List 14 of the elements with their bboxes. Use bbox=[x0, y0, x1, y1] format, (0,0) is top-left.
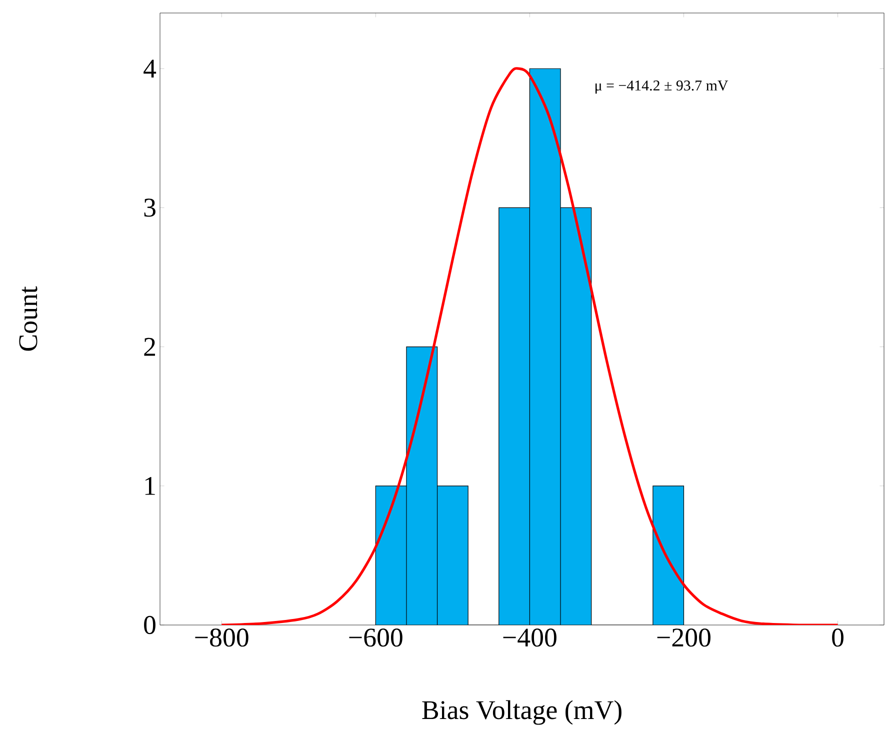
y-tick-label: 2 bbox=[144, 338, 155, 356]
y-axis-title: Count bbox=[19, 286, 38, 351]
y-tick-label: 0 bbox=[144, 616, 156, 634]
annotation: μ = −414.2 ± 93.7 mV bbox=[596, 80, 728, 94]
y-tick-label: 4 bbox=[144, 60, 156, 78]
x-tick-label: −800 bbox=[195, 628, 248, 647]
y-tick-label: 3 bbox=[144, 198, 156, 217]
line-series bbox=[220, 67, 840, 625]
y-tick-label: 1 bbox=[145, 477, 155, 495]
x-tick-label: 0 bbox=[832, 628, 844, 647]
x-tick-label: −600 bbox=[349, 628, 402, 647]
x-axis-title: Bias Voltage (mV) bbox=[422, 700, 622, 725]
x-tick-label: −400 bbox=[503, 628, 556, 647]
x-tick-label: −200 bbox=[657, 628, 710, 647]
